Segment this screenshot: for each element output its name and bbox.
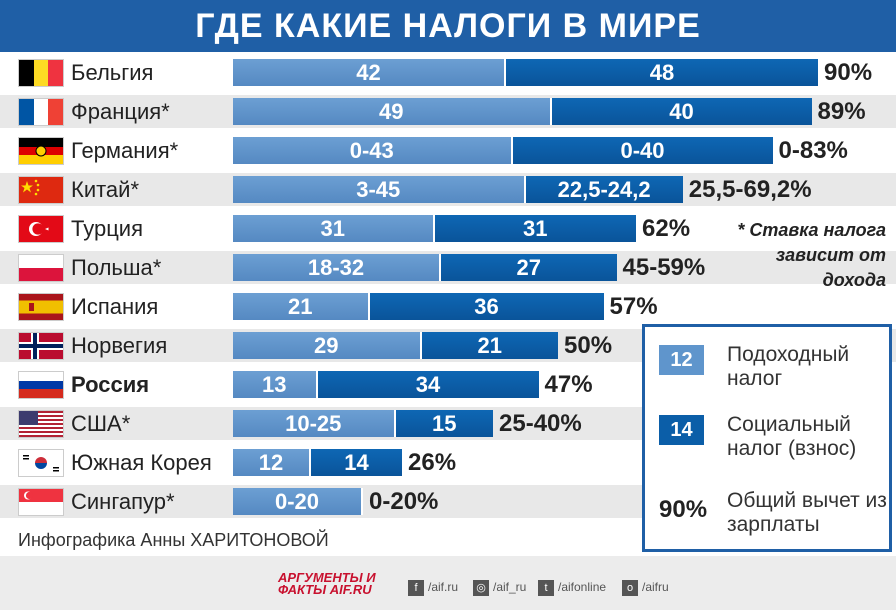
- bar-social: 36: [369, 293, 604, 320]
- odnoklassniki-icon: o: [622, 580, 638, 596]
- legend-label-income: Подоходный налог: [727, 343, 850, 390]
- total-label: 62%: [642, 215, 691, 242]
- bar-social: 15: [395, 410, 493, 437]
- total-label: 50%: [564, 332, 613, 359]
- total-label: 25,5-69,2%: [688, 176, 812, 203]
- total-label: 25-40%: [499, 410, 582, 437]
- flag-turkey-icon: [18, 215, 64, 243]
- bar-income: 29: [233, 332, 422, 359]
- bar-income: 49: [233, 98, 552, 125]
- page-title: ГДЕ КАКИЕ НАЛОГИ В МИРЕ: [0, 0, 896, 52]
- footnote: * Ставка налога зависит от дохода: [737, 220, 886, 290]
- legend-swatch-total: 90%: [659, 496, 708, 523]
- legend: 12 Подоходный налог 14 Социальный налог …: [642, 324, 892, 552]
- country-label: Южная Корея: [71, 450, 212, 475]
- flag-norway-icon: [18, 332, 64, 360]
- social-facebook-text: /aif.ru: [428, 580, 459, 595]
- country-label: Бельгия: [71, 60, 154, 85]
- social-odnoklassniki-text: /aifru: [642, 580, 669, 595]
- flag-singapore-icon: [18, 488, 64, 516]
- bar-income: 13: [233, 371, 318, 398]
- total-label: 90%: [824, 59, 873, 86]
- total-label: 45-59%: [622, 254, 706, 281]
- credit-line: Инфографика Анны ХАРИТОНОВОЙ: [18, 530, 329, 550]
- country-label: Франция*: [71, 99, 170, 124]
- total-label: 89%: [817, 98, 866, 125]
- legend-swatch-social: 14: [659, 415, 704, 445]
- country-label: Турция: [71, 216, 143, 241]
- social-instagram[interactable]: ◎ /aif_ru: [473, 580, 526, 596]
- flag-spain-icon: [18, 293, 64, 321]
- legend-label-social: Социальный налог (взнос): [727, 413, 857, 460]
- flag-germany-icon: [18, 137, 64, 165]
- social-twitter-text: /aifonline: [558, 580, 607, 595]
- bar-social: 14: [311, 449, 402, 476]
- total-label: 0-83%: [778, 137, 848, 164]
- bar-income: 12: [233, 449, 311, 476]
- bar-income: 18-32: [233, 254, 441, 281]
- bar-income: 21: [233, 293, 370, 320]
- bar-income: 0-20: [233, 488, 363, 515]
- bar-income: 3-45: [233, 176, 526, 203]
- social-odnoklassniki[interactable]: o/aifru: [622, 580, 669, 596]
- country-label: Китай*: [71, 177, 140, 202]
- country-label: Норвегия: [71, 333, 168, 358]
- bar-income: 42: [233, 59, 506, 86]
- facebook-icon: f: [408, 580, 424, 596]
- bar-social: 21: [421, 332, 558, 359]
- country-label: Сингапур*: [71, 489, 175, 514]
- country-label: США*: [71, 411, 131, 436]
- total-label: 26%: [408, 449, 457, 476]
- bar-income: 10-25: [233, 410, 396, 437]
- flag-france-icon: [18, 98, 64, 126]
- flag-russia-icon: [18, 371, 64, 399]
- twitter-icon: t: [538, 580, 554, 596]
- bar-social: 34: [317, 371, 539, 398]
- bar-social: 27: [441, 254, 617, 281]
- aif-logo[interactable]: АРГУМЕНТЫ И ФАКТЫ AIF.RU: [278, 570, 376, 597]
- legend-label-total: Общий вычет из зарплаты: [727, 489, 887, 536]
- legend-swatch-income: 12: [659, 345, 704, 375]
- bar-income: 31: [233, 215, 435, 242]
- bar-social: 0-40: [512, 137, 773, 164]
- social-facebook[interactable]: f/aif.ru: [408, 580, 458, 596]
- total-label: 47%: [544, 371, 593, 398]
- bar-social: 40: [551, 98, 812, 125]
- country-label: Испания: [71, 294, 159, 319]
- social-instagram-text: /aif_ru: [493, 580, 527, 595]
- country-label: Германия*: [71, 138, 179, 163]
- footer: [0, 556, 896, 610]
- social-twitter[interactable]: t/aifonline: [538, 580, 606, 596]
- instagram-icon: ◎: [473, 580, 489, 596]
- total-label: 57%: [609, 293, 658, 320]
- bar-social: 31: [434, 215, 636, 242]
- flag-poland-icon: [18, 254, 64, 282]
- bar-social: 22,5-24,2: [525, 176, 683, 203]
- flag-belgium-icon: [18, 59, 64, 87]
- flag-china-icon: [18, 176, 64, 204]
- country-label: Польша*: [71, 255, 162, 280]
- flag-south-korea-icon: [18, 449, 64, 477]
- bar-social: 48: [506, 59, 818, 86]
- total-label: 0-20%: [369, 488, 439, 515]
- flag-usa-icon: [18, 410, 64, 438]
- country-label: Россия: [71, 372, 150, 397]
- bar-income: 0-43: [233, 137, 513, 164]
